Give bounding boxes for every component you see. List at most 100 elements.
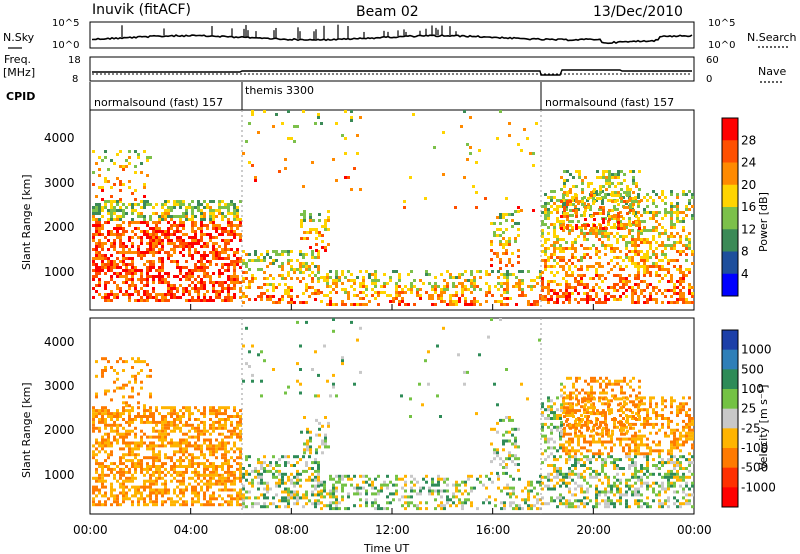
echo-cell — [95, 479, 98, 483]
echo-cell — [431, 294, 434, 297]
echo-cell — [309, 216, 312, 219]
echo-cell — [221, 272, 224, 275]
echo-cell — [266, 283, 269, 286]
echo-cell — [613, 481, 616, 485]
echo-cell — [583, 434, 586, 438]
echo-cell — [224, 227, 227, 230]
echo-cell — [374, 507, 377, 511]
echo-cell — [547, 414, 550, 417]
echo-cell — [326, 276, 329, 279]
echo-cell — [137, 248, 140, 251]
echo-cell — [347, 291, 350, 294]
echo-cell — [628, 464, 631, 467]
echo-cell — [655, 301, 658, 304]
echo-cell — [98, 239, 101, 242]
echo-cell — [404, 303, 407, 306]
echo-cell — [107, 389, 110, 393]
echo-cell — [610, 226, 613, 229]
echo-cell — [506, 291, 509, 294]
echo-cell — [631, 292, 634, 295]
echo-cell — [230, 488, 233, 492]
echo-cell — [161, 257, 164, 260]
echo-cell — [377, 294, 380, 297]
echo-cell — [218, 503, 221, 507]
echo-cell — [688, 199, 691, 202]
echo-cell — [137, 245, 140, 248]
echo-cell — [149, 218, 152, 221]
echo-cell — [437, 480, 440, 484]
echo-cell — [182, 203, 185, 206]
echo-cell — [619, 286, 622, 289]
echo-cell — [371, 480, 374, 484]
echo-cell — [446, 495, 449, 499]
echo-cell — [155, 488, 158, 492]
echo-cell — [182, 447, 185, 451]
echo-cell — [227, 284, 230, 287]
echo-cell — [628, 220, 631, 223]
echo-cell — [550, 190, 553, 193]
echo-cell — [466, 143, 469, 146]
echo-cell — [617, 170, 620, 173]
echo-cell — [104, 206, 107, 209]
echo-cell — [541, 229, 544, 232]
echo-cell — [257, 286, 260, 289]
echo-cell — [374, 273, 377, 276]
echo-cell — [446, 270, 449, 273]
echo-cell — [275, 505, 278, 509]
echo-cell — [559, 417, 562, 420]
echo-cell — [478, 149, 481, 152]
echo-cell — [131, 245, 134, 248]
echo-cell — [107, 168, 110, 171]
echo-cell — [140, 415, 143, 418]
echo-cell — [164, 209, 167, 212]
echo-cell — [125, 435, 128, 439]
echo-cell — [194, 263, 197, 266]
echo-cell — [278, 464, 281, 467]
echo-cell — [161, 415, 164, 418]
echo-cell — [281, 277, 284, 280]
echo-cell — [613, 443, 616, 447]
echo-cell — [296, 125, 299, 128]
echo-cell — [119, 245, 122, 248]
echo-cell — [556, 428, 559, 432]
echo-cell — [104, 438, 107, 442]
echo-cell — [128, 476, 131, 480]
echo-cell — [646, 283, 649, 286]
echo-cell — [577, 437, 580, 441]
echo-cell — [221, 200, 224, 203]
echo-cell — [318, 427, 321, 431]
echo-cell — [197, 429, 200, 433]
echo-cell — [550, 446, 553, 450]
echo-cell — [137, 415, 140, 418]
echo-cell — [590, 215, 593, 218]
echo-cell — [667, 262, 670, 265]
echo-cell — [182, 239, 185, 242]
echo-cell — [571, 247, 574, 250]
echo-cell — [131, 366, 134, 369]
echo-cell — [176, 441, 179, 445]
echo-cell — [568, 220, 571, 223]
echo-cell — [128, 395, 131, 399]
echo-cell — [221, 290, 224, 293]
echo-cell — [586, 411, 589, 415]
echo-cell — [218, 406, 221, 410]
echo-cell — [116, 377, 119, 381]
echo-cell — [224, 420, 227, 424]
echo-cell — [315, 231, 318, 234]
echo-cell — [604, 277, 607, 280]
echo-cell — [134, 284, 137, 287]
echo-cell — [574, 419, 577, 423]
echo-cell — [688, 247, 691, 250]
echo-cell — [146, 236, 149, 239]
echo-cell — [410, 291, 413, 294]
echo-cell — [167, 470, 170, 474]
echo-cell — [479, 270, 482, 273]
echo-cell — [619, 467, 622, 470]
echo-cell — [350, 483, 353, 487]
echo-cell — [203, 218, 206, 221]
echo-cell — [614, 173, 617, 176]
echo-cell — [110, 444, 113, 448]
echo-cell — [589, 484, 592, 488]
echo-cell — [586, 301, 589, 304]
echo-cell — [658, 259, 661, 262]
